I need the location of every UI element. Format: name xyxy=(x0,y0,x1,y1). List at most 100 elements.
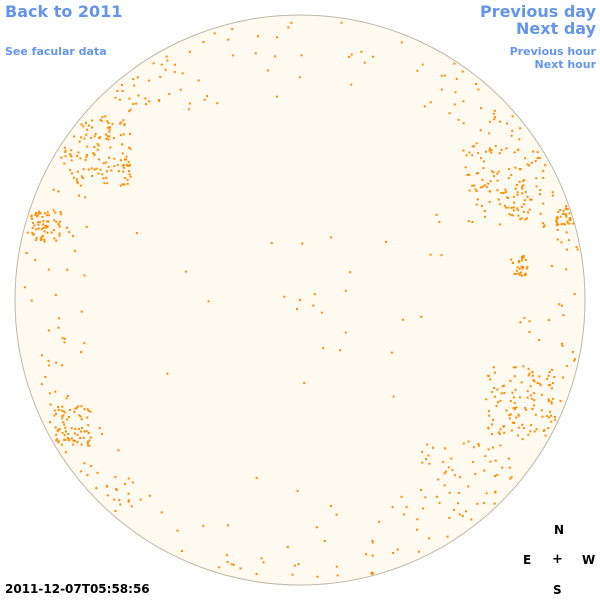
facula-point xyxy=(428,537,431,540)
facula-point xyxy=(297,563,300,566)
facula-point xyxy=(335,565,338,568)
facula-point xyxy=(511,391,514,394)
next-day-link[interactable]: Next day xyxy=(516,19,596,38)
facula-point xyxy=(520,217,523,220)
facula-point xyxy=(344,331,347,334)
facula-point xyxy=(400,41,403,44)
facula-point xyxy=(112,137,115,140)
facula-point xyxy=(67,432,70,435)
facula-point xyxy=(462,149,465,152)
facula-point xyxy=(562,212,564,215)
facula-point xyxy=(540,409,543,412)
facula-point xyxy=(118,499,121,502)
facula-point xyxy=(513,272,516,275)
facula-point xyxy=(53,409,56,412)
facula-point xyxy=(488,414,491,417)
facula-point xyxy=(370,571,373,574)
facula-point xyxy=(283,295,286,298)
facula-point xyxy=(521,257,524,259)
facula-point xyxy=(467,220,470,223)
facula-point xyxy=(303,381,306,384)
facula-point xyxy=(519,127,522,130)
facula-point xyxy=(32,221,35,224)
back-to-year-link[interactable]: Back to 2011 xyxy=(5,2,123,21)
facula-point xyxy=(565,268,568,271)
facula-point xyxy=(123,177,126,179)
facula-point xyxy=(403,513,406,516)
facula-point xyxy=(98,137,101,140)
facula-point xyxy=(492,418,494,421)
next-hour-link[interactable]: Next hour xyxy=(534,58,597,71)
facula-point xyxy=(344,289,347,292)
facula-point xyxy=(492,366,495,369)
facula-point xyxy=(517,149,520,152)
facula-point xyxy=(421,461,424,464)
facula-point xyxy=(556,216,559,219)
facular-points xyxy=(23,21,579,578)
facula-point xyxy=(108,126,111,128)
facula-point xyxy=(438,220,441,223)
facula-point xyxy=(555,224,558,227)
facula-point xyxy=(542,226,545,228)
facula-point xyxy=(559,215,562,218)
facula-point xyxy=(90,167,93,170)
facula-point xyxy=(79,437,82,439)
facula-point xyxy=(489,190,491,193)
facula-point xyxy=(94,132,97,135)
facula-point xyxy=(79,430,82,433)
facula-point xyxy=(42,223,45,226)
facula-point xyxy=(80,351,83,354)
facula-point xyxy=(505,147,508,150)
facula-point xyxy=(468,173,471,176)
facula-point xyxy=(81,426,83,429)
facula-point xyxy=(53,237,56,240)
facula-point xyxy=(85,430,88,433)
facula-point xyxy=(517,261,520,264)
facula-point xyxy=(121,152,124,155)
facula-point xyxy=(66,268,69,271)
facula-point xyxy=(530,424,532,427)
previous-hour-link[interactable]: Previous hour xyxy=(509,45,596,58)
facula-point xyxy=(276,95,278,98)
facula-point xyxy=(127,477,130,480)
facula-point xyxy=(514,388,517,391)
facula-point xyxy=(534,160,537,163)
facula-point xyxy=(550,265,553,268)
facula-point xyxy=(542,202,545,205)
facula-point xyxy=(499,428,502,431)
facula-point xyxy=(57,408,60,411)
facula-point xyxy=(111,123,114,126)
facula-point xyxy=(504,191,507,193)
facula-point xyxy=(129,108,132,111)
facula-point xyxy=(555,217,558,220)
facula-point xyxy=(44,376,47,378)
facula-point xyxy=(539,189,542,192)
facula-point xyxy=(197,79,200,82)
facula-point xyxy=(89,410,92,413)
facula-point xyxy=(83,137,86,140)
facula-point xyxy=(86,474,89,477)
facula-point xyxy=(390,351,393,354)
facula-point xyxy=(417,550,420,553)
see-facular-data-link[interactable]: See facular data xyxy=(5,45,107,58)
facula-point xyxy=(510,134,513,137)
facula-point xyxy=(363,61,366,64)
facula-point xyxy=(370,572,373,575)
facula-point xyxy=(512,366,515,369)
facula-point xyxy=(443,74,446,77)
facula-point xyxy=(339,349,342,352)
facula-point xyxy=(48,364,51,367)
facula-point xyxy=(63,146,66,149)
facula-point xyxy=(483,184,486,187)
facula-point xyxy=(473,184,476,187)
previous-day-link[interactable]: Previous day xyxy=(479,2,596,21)
facula-point xyxy=(57,406,60,408)
facula-point xyxy=(159,75,162,78)
facula-point xyxy=(556,238,559,241)
facula-point xyxy=(83,274,86,277)
facula-point xyxy=(435,495,438,498)
facula-point xyxy=(528,208,531,211)
facula-point xyxy=(493,109,496,112)
facula-point xyxy=(517,272,520,275)
facula-point xyxy=(518,180,521,183)
